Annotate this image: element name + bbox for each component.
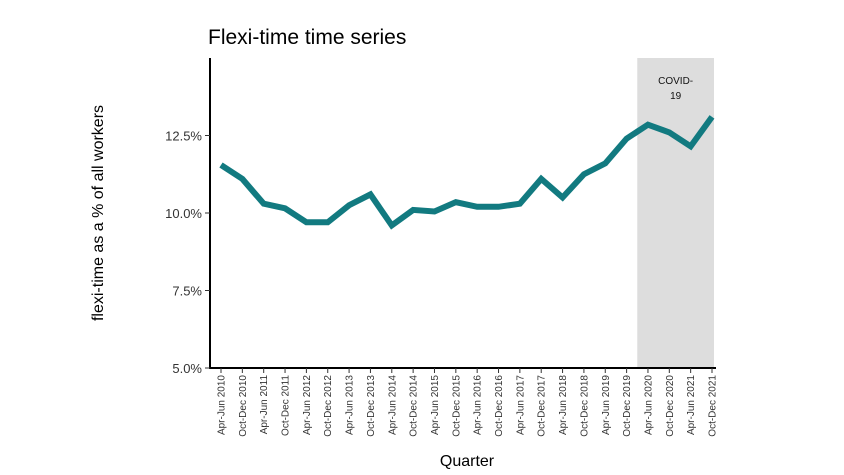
x-tick-label: Oct-Dec 2010 (238, 375, 249, 437)
x-tick-label: Apr-Jun 2014 (387, 375, 398, 435)
y-tick-label: 10.0% (165, 206, 202, 221)
y-tick-label: 7.5% (172, 284, 202, 299)
y-tick-label: 5.0% (172, 361, 202, 376)
x-tick-label: Oct-Dec 2012 (323, 375, 334, 437)
x-tick-label: Apr-Jun 2012 (302, 375, 313, 435)
x-tick-label: Oct-Dec 2021 (708, 375, 719, 437)
covid-annotation-line-1: COVID- (658, 76, 693, 87)
x-tick-label: Oct-Dec 2013 (366, 375, 377, 437)
x-tick-label: Oct-Dec 2019 (622, 375, 633, 437)
y-tick-label: 12.5% (165, 129, 202, 144)
chart-title: Flexi-time time series (208, 26, 406, 49)
x-tick-label: Apr-Jun 2017 (515, 375, 526, 435)
x-tick-label: Oct-Dec 2016 (494, 375, 505, 437)
x-tick-label: Apr-Jun 2010 (217, 375, 228, 435)
x-tick-label: Oct-Dec 2020 (665, 375, 676, 437)
x-axis-title: Quarter (440, 453, 495, 470)
x-tick-label: Oct-Dec 2014 (409, 375, 420, 437)
covid-annotation-line-2: 19 (670, 91, 682, 102)
x-tick-label: Apr-Jun 2021 (686, 375, 697, 435)
x-tick-label: Apr-Jun 2011 (259, 375, 270, 435)
x-tick-label: Oct-Dec 2018 (579, 375, 590, 437)
x-tick-label: Oct-Dec 2017 (537, 375, 548, 437)
x-tick-label: Oct-Dec 2011 (281, 375, 292, 436)
series-line (219, 115, 715, 230)
x-tick-label: Apr-Jun 2020 (643, 375, 654, 435)
x-tick-label: Apr-Jun 2019 (601, 375, 612, 435)
x-tick-label: Apr-Jun 2018 (558, 375, 569, 435)
x-tick-label: Apr-Jun 2015 (430, 375, 441, 435)
covid-shaded-region (637, 58, 714, 368)
y-axis-title: flexi-time as a % of all workers (90, 105, 107, 321)
x-tick-label: Oct-Dec 2015 (451, 375, 462, 437)
x-tick-label: Apr-Jun 2016 (473, 375, 484, 435)
x-tick-label: Apr-Jun 2013 (345, 375, 356, 435)
